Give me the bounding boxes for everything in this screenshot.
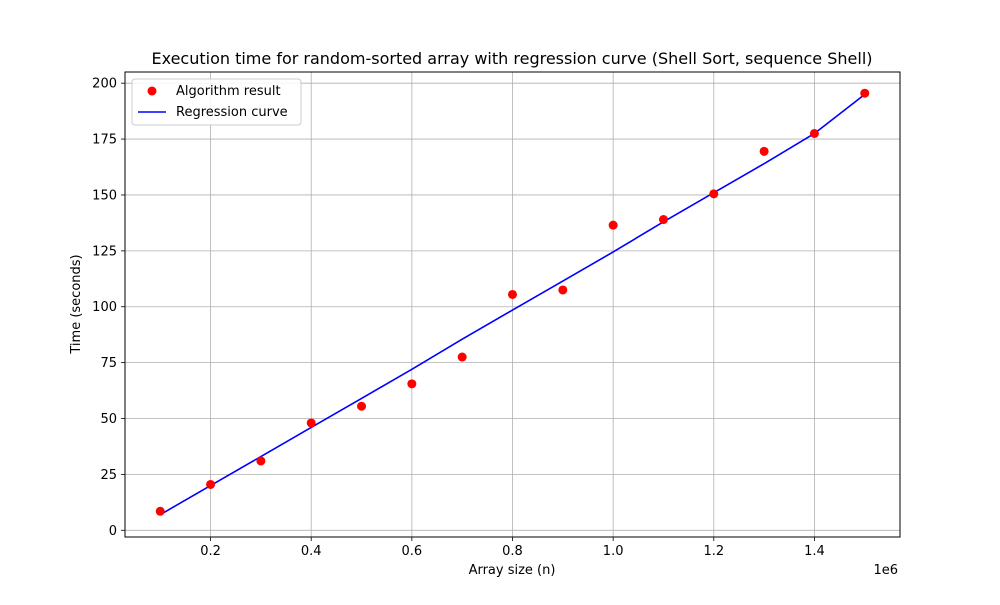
y-tick-label: 75	[100, 356, 117, 371]
y-tick-label: 150	[92, 188, 117, 203]
legend: Algorithm result Regression curve	[131, 78, 302, 126]
legend-marker-algorithm-result	[147, 86, 157, 96]
y-tick-label: 200	[92, 77, 117, 92]
data-point	[809, 128, 819, 138]
x-axis-label: Array size (n)	[469, 563, 556, 578]
x-tick-label: 1.2	[703, 544, 724, 559]
x-axis-offset-label: 1e6	[873, 563, 898, 578]
legend-label-algorithm-result: Algorithm result	[176, 84, 281, 99]
x-tick-label: 0.4	[301, 544, 322, 559]
data-point	[306, 418, 316, 428]
data-point	[407, 379, 417, 389]
x-tick-label: 1.4	[804, 544, 825, 559]
y-axis-ticks: 0 25 50 75 100 125 150 175 200	[92, 77, 125, 539]
data-point	[658, 215, 668, 225]
data-point	[206, 479, 216, 489]
data-point	[155, 506, 165, 516]
y-tick-label: 125	[92, 244, 117, 259]
regression-layer	[159, 93, 866, 516]
y-tick-label: 100	[92, 300, 117, 315]
data-point	[357, 401, 367, 411]
y-tick-label: 0	[109, 524, 117, 539]
data-point	[558, 285, 568, 295]
data-point	[256, 456, 266, 466]
x-tick-label: 0.2	[200, 544, 221, 559]
legend-box	[131, 78, 302, 126]
data-point	[508, 289, 517, 299]
data-point	[860, 88, 870, 98]
y-axis-label: Time (seconds)	[69, 254, 84, 354]
x-axis-ticks: 0.2 0.4 0.6 0.8 1.0 1.2 1.4	[200, 537, 825, 559]
x-tick-label: 1.0	[603, 544, 624, 559]
legend-label-regression-curve: Regression curve	[176, 105, 288, 120]
data-point	[457, 352, 467, 362]
data-point	[608, 220, 618, 230]
x-tick-label: 0.8	[502, 544, 523, 559]
x-tick-label: 0.6	[402, 544, 423, 559]
y-tick-label: 25	[100, 468, 117, 483]
points-layer	[155, 88, 870, 516]
y-tick-label: 175	[92, 133, 117, 148]
data-point	[709, 189, 719, 199]
grid-layer	[125, 72, 900, 537]
y-tick-label: 50	[100, 412, 117, 427]
data-point	[759, 146, 769, 156]
chart-title: Execution time for random-sorted array w…	[151, 49, 872, 68]
regression-line	[159, 93, 866, 516]
